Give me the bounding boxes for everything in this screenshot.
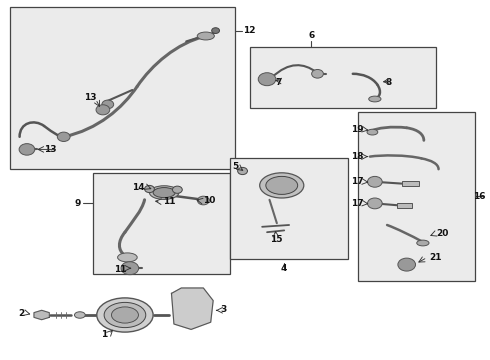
Text: 18: 18 [351,152,364,161]
Text: 11: 11 [114,265,126,274]
Circle shape [197,196,209,205]
Circle shape [57,132,70,141]
Circle shape [212,28,220,33]
Ellipse shape [149,186,179,199]
Circle shape [368,198,382,209]
Ellipse shape [266,176,297,194]
Bar [397,203,412,208]
Text: 10: 10 [203,197,216,205]
Ellipse shape [97,298,153,332]
Circle shape [368,176,382,187]
Circle shape [172,186,182,193]
Bar [402,181,419,186]
Circle shape [258,73,276,86]
Text: 8: 8 [386,77,392,86]
Text: 16: 16 [472,192,485,201]
Text: 6: 6 [308,31,314,40]
Text: 3: 3 [220,305,227,314]
Circle shape [19,144,35,155]
Ellipse shape [368,96,381,102]
Text: 17: 17 [351,177,364,186]
Ellipse shape [153,188,175,198]
Bar [250,47,436,108]
Text: 14: 14 [132,183,145,192]
Text: 11: 11 [163,197,176,206]
Bar [230,158,348,259]
Text: 13: 13 [44,145,56,154]
Circle shape [238,167,247,175]
Polygon shape [172,288,213,329]
Text: 5: 5 [232,162,239,171]
Text: 17: 17 [351,199,364,208]
Text: 19: 19 [351,125,364,134]
Bar [10,7,235,169]
Ellipse shape [260,173,304,198]
Bar [358,112,475,281]
Circle shape [145,185,154,193]
Text: 1: 1 [100,330,107,339]
Circle shape [398,258,416,271]
Text: 12: 12 [244,26,256,35]
Ellipse shape [416,240,429,246]
Text: 13: 13 [84,93,97,102]
Circle shape [102,100,114,109]
Text: 15: 15 [270,235,282,244]
Circle shape [312,69,323,78]
Ellipse shape [104,302,146,328]
Text: 21: 21 [429,253,441,262]
Bar [93,173,230,274]
Ellipse shape [367,129,378,135]
Text: 9: 9 [74,199,81,208]
Circle shape [96,105,110,115]
Ellipse shape [118,253,137,262]
Text: 20: 20 [436,229,448,238]
Circle shape [121,262,139,275]
Ellipse shape [197,32,214,40]
Ellipse shape [74,312,85,318]
Text: 2: 2 [18,309,24,318]
Polygon shape [34,310,49,320]
Ellipse shape [112,307,138,323]
Text: 4: 4 [281,264,288,273]
Text: 7: 7 [275,77,282,86]
